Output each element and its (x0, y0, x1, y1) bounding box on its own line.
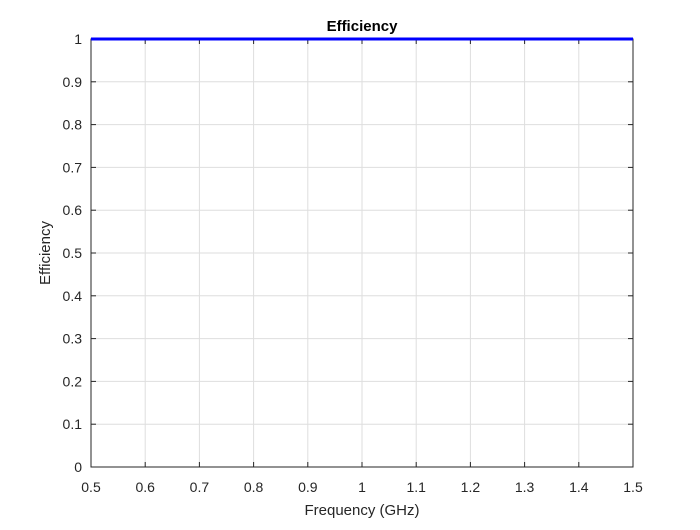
y-tick-label: 0.9 (63, 74, 83, 90)
x-tick-label: 1 (358, 479, 366, 495)
x-tick-label: 1.5 (623, 479, 643, 495)
tick-labels: 0.5 0.6 0.7 0.8 0.9 1 1.1 1.2 1.3 1.4 1.5 0 0.1 0.2 0.… (63, 31, 643, 495)
x-tick-label: 1.3 (515, 479, 535, 495)
y-tick-label: 0.3 (63, 331, 83, 347)
y-tick-label: 0.6 (63, 202, 83, 218)
x-tick-label: 0.5 (81, 479, 101, 495)
x-tick-label: 0.6 (135, 479, 155, 495)
y-tick-label: 0.8 (63, 117, 83, 133)
x-tick-label: 1.4 (569, 479, 589, 495)
y-axis-label: Efficiency (37, 221, 54, 285)
x-tick-label: 0.9 (298, 479, 318, 495)
x-tick-label: 0.8 (244, 479, 264, 495)
y-tick-label: 1 (74, 31, 82, 47)
chart-title: Efficiency (327, 18, 399, 35)
y-tick-label: 0.1 (63, 416, 83, 432)
y-tick-label: 0.4 (63, 288, 83, 304)
x-tick-label: 0.7 (190, 479, 210, 495)
x-axis-label: Frequency (GHz) (304, 502, 419, 519)
y-tick-label: 0 (74, 459, 82, 475)
grid (91, 39, 633, 467)
y-tick-label: 0.5 (63, 245, 83, 261)
y-tick-label: 0.2 (63, 373, 83, 389)
x-tick-label: 1.2 (461, 479, 481, 495)
x-tick-label: 1.1 (406, 479, 426, 495)
y-tick-label: 0.7 (63, 159, 83, 175)
